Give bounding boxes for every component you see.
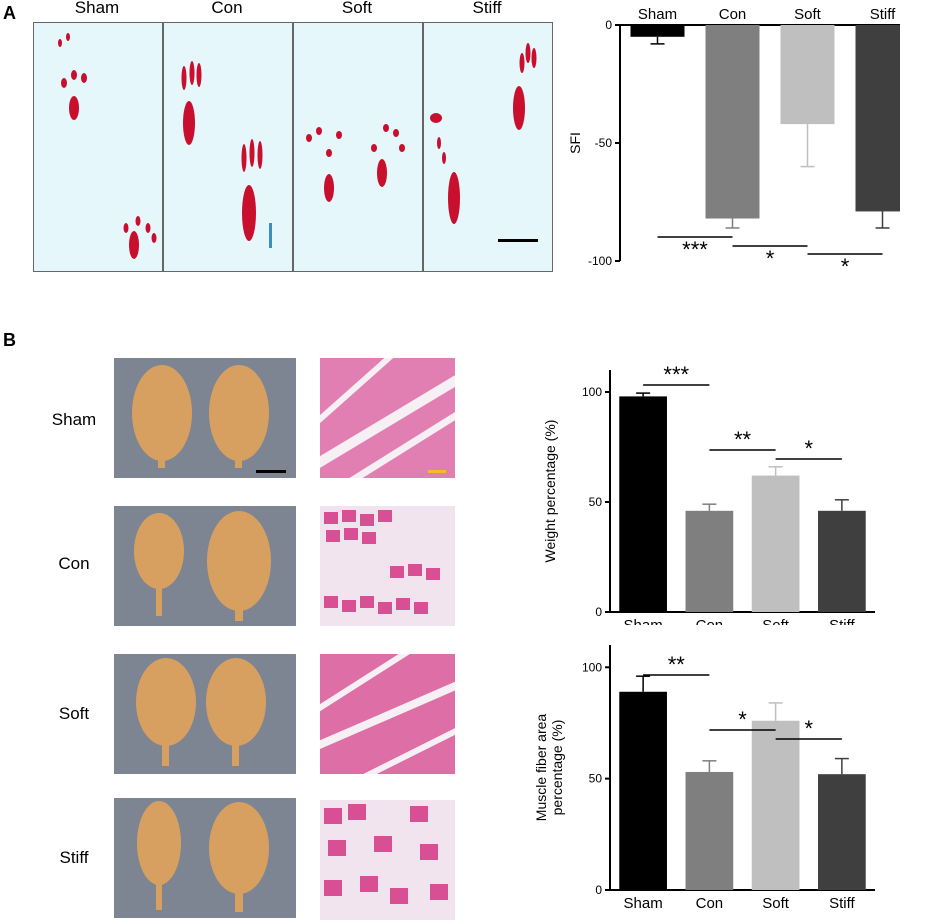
histology-con-drawing: [320, 506, 455, 626]
muscle-photo-sham-drawing: [132, 365, 286, 473]
significance-stars: **: [668, 652, 686, 677]
muscle-photo-soft: [114, 654, 296, 774]
muscle-photo-stiff: [114, 798, 296, 918]
y-tick-label: 50: [589, 772, 603, 786]
significance-stars: *: [738, 707, 747, 732]
y-axis-label-line2: percentage (%): [549, 720, 565, 816]
bar-stiff: [818, 774, 866, 890]
panel-a-letter: A: [3, 3, 16, 23]
category-label-con: Con: [696, 895, 724, 912]
fp-label-stiff: Stiff: [472, 0, 502, 17]
y-axis-label: Weight percentage (%): [542, 420, 558, 563]
muscle-photo-con-drawing: [134, 511, 271, 621]
muscle-photo-con: [114, 506, 296, 626]
bar-stiff: [818, 510, 866, 612]
row-label-soft: Soft: [58, 704, 90, 723]
muscle-photo-sham: [114, 358, 296, 478]
y-tick-label: -100: [588, 254, 612, 268]
significance-stars: *: [766, 246, 775, 271]
bar-con: [705, 25, 760, 219]
category-label-sham: Sham: [638, 6, 677, 23]
histology-soft: [320, 654, 455, 774]
bar-soft: [751, 475, 800, 612]
muscle-photo-soft-drawing: [136, 658, 266, 766]
row-label-sham: Sham: [51, 410, 97, 429]
bar-con: [685, 510, 734, 612]
category-label-sham: Sham: [624, 895, 663, 912]
chart-fiber: 0 50 100 Sham Con Soft Stiff Muscle fiber area p…: [533, 645, 875, 912]
row-label-con: Con: [58, 554, 90, 573]
y-tick-label: 50: [589, 495, 603, 509]
muscle-photo-stiff-drawing: [137, 801, 269, 912]
histology-stiff: [320, 800, 455, 920]
category-label-sham: Sham: [624, 617, 663, 625]
histology-stiff-drawing: [320, 800, 455, 920]
footprint-marks-stiff: [430, 43, 538, 242]
histology-soft-drawing: [320, 654, 455, 774]
y-tick-label: 100: [582, 660, 602, 674]
category-label-soft: Soft: [762, 617, 790, 625]
footprint-image-con: [163, 22, 293, 272]
y-tick-label: 100: [582, 385, 602, 399]
footprint-image-sham: [33, 22, 163, 272]
significance-stars: *: [804, 436, 813, 461]
footprint-marks-con: [181, 61, 272, 248]
bar-sham: [619, 396, 667, 612]
bar-con: [685, 771, 734, 890]
fp-label-soft: Soft: [341, 0, 373, 17]
fp-label-con: Con: [211, 0, 243, 17]
y-tick-label: 0: [605, 18, 612, 32]
histology-con: [320, 506, 455, 626]
footprint-image-soft: [293, 22, 423, 272]
histology-sham-drawing: [320, 358, 455, 478]
category-label-stiff: Stiff: [829, 617, 855, 625]
bar-soft: [751, 720, 800, 890]
fp-label-sham: Sham: [74, 0, 120, 17]
bar-stiff: [855, 25, 900, 212]
y-axis-label: SFI: [567, 132, 583, 154]
y-tick-label: 0: [595, 883, 602, 897]
row-label-stiff: Stiff: [59, 848, 89, 867]
category-label-stiff: Stiff: [829, 895, 855, 912]
category-label-soft: Soft: [762, 895, 790, 912]
significance-stars: *: [841, 254, 850, 279]
footprint-marks-soft: [306, 124, 405, 202]
panel-b-letter: B: [3, 330, 16, 350]
significance-stars: *: [804, 716, 813, 741]
chart-weight: 0 50 100 Sham Con Soft Stiff Weight percentage …: [542, 362, 875, 625]
significance-stars: ***: [682, 237, 708, 262]
significance-stars: ***: [663, 362, 689, 387]
bar-sham: [619, 691, 667, 890]
category-label-con: Con: [696, 617, 724, 625]
category-label-stiff: Stiff: [870, 6, 896, 23]
bar-sham: [630, 25, 685, 37]
category-label-soft: Soft: [794, 6, 822, 23]
bar-soft: [780, 25, 835, 125]
histology-sham: [320, 358, 455, 478]
significance-stars: **: [734, 427, 752, 452]
category-label-con: Con: [719, 6, 747, 23]
y-axis-label-line1: Muscle fiber area: [533, 714, 549, 822]
y-tick-label: -50: [595, 136, 613, 150]
footprint-image-stiff: [423, 22, 553, 272]
y-tick-label: 0: [595, 605, 602, 619]
footprint-marks-sham: [58, 33, 157, 259]
